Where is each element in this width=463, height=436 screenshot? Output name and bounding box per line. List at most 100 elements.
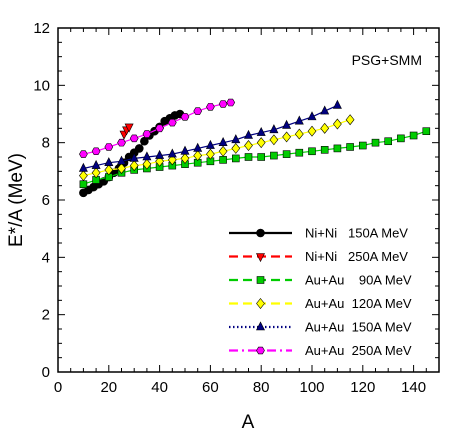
data-point <box>193 107 203 115</box>
data-point <box>140 136 149 146</box>
x-tick-label: 140 <box>401 379 426 396</box>
data-point <box>193 150 203 162</box>
data-point <box>307 111 317 121</box>
data-point <box>104 157 114 167</box>
data-point <box>78 162 88 172</box>
data-point <box>193 142 203 152</box>
data-point <box>308 147 316 156</box>
data-point <box>231 142 241 154</box>
legend-marker <box>256 276 265 284</box>
data-point <box>134 144 144 153</box>
tick-labels: 0 20 40 60 80 100 120 140 0 2 4 6 8 10 12 <box>33 20 426 396</box>
data-point <box>180 152 190 164</box>
data-point <box>244 129 253 139</box>
axis-ticks <box>57 27 440 373</box>
legend-item-6: Au+Au 250A MeV <box>229 343 412 358</box>
data-point <box>256 137 266 149</box>
data-point <box>155 149 165 159</box>
legend-label: Au+Au 250A MeV <box>305 343 412 358</box>
data-point <box>124 123 134 133</box>
data-point <box>117 155 126 165</box>
data-point <box>180 145 190 155</box>
data-point <box>270 151 278 160</box>
series-layer <box>78 98 431 198</box>
y-tick-label: 2 <box>42 307 50 324</box>
data-point <box>79 170 88 182</box>
data-point <box>397 134 405 143</box>
legend-label: Au+Au 90A MeV <box>305 273 412 288</box>
x-tick-label: 80 <box>253 379 270 396</box>
y-axis-title: E*/A (MeV) <box>6 153 27 247</box>
data-point <box>167 118 177 127</box>
y-tick-label: 0 <box>42 364 50 381</box>
data-point <box>422 127 431 135</box>
series-4 <box>79 114 355 182</box>
data-point <box>345 114 355 126</box>
data-point <box>104 143 114 151</box>
legend-marker <box>256 253 265 263</box>
data-point <box>91 147 101 156</box>
data-point <box>155 124 164 133</box>
data-point <box>129 134 139 143</box>
y-tick-label: 4 <box>42 249 50 266</box>
data-point <box>358 141 367 150</box>
data-point <box>307 125 317 137</box>
x-tick-label: 40 <box>151 379 168 396</box>
legend-item-4: Au+Au 120A MeV <box>229 296 412 311</box>
data-point <box>142 130 152 138</box>
legend-marker <box>256 346 265 355</box>
data-point <box>256 126 266 136</box>
legend-marker <box>256 228 265 238</box>
data-point <box>332 99 342 109</box>
data-point <box>244 153 253 161</box>
data-point <box>232 154 240 163</box>
legend-marker <box>256 321 265 331</box>
data-point <box>129 160 139 172</box>
legend: Ni+Ni 150A MeV Ni+Ni 250A MeV Au+Au 90A Me… <box>229 226 412 358</box>
data-point <box>79 180 88 189</box>
data-point <box>294 128 304 140</box>
data-point <box>282 119 292 129</box>
x-axis-title: A <box>242 412 255 433</box>
x-tick-label: 0 <box>54 379 62 396</box>
data-point <box>79 150 88 158</box>
series-line <box>83 119 351 177</box>
data-point <box>384 137 393 146</box>
data-point <box>295 148 304 157</box>
data-point <box>231 134 241 144</box>
data-point <box>320 105 330 115</box>
y-tick-label: 10 <box>33 77 50 94</box>
legend-item-1: Ni+Ni 150A MeV <box>229 226 408 241</box>
legend-label: Ni+Ni 150A MeV <box>305 226 408 241</box>
data-point <box>371 138 380 147</box>
legend-label: Au+Au 150A MeV <box>305 320 412 335</box>
data-point <box>226 98 236 107</box>
data-point <box>409 131 418 140</box>
data-point <box>142 151 152 161</box>
data-point <box>104 164 114 176</box>
data-point <box>282 150 291 158</box>
data-point <box>180 113 190 121</box>
data-point <box>91 159 101 169</box>
legend-item-3: Au+Au 90A MeV <box>229 273 412 288</box>
data-point <box>206 148 215 160</box>
data-point <box>269 134 279 146</box>
data-point <box>142 158 152 170</box>
data-point <box>320 146 329 154</box>
legend-item-5: Au+Au 150A MeV <box>229 320 412 335</box>
data-point <box>206 103 215 111</box>
legend-marker <box>256 298 265 309</box>
legend-label: Au+Au 120A MeV <box>305 296 412 311</box>
data-point <box>218 145 228 157</box>
y-tick-label: 6 <box>42 192 50 209</box>
annotation-label: PSG+SMM <box>352 52 422 68</box>
series-2 <box>119 123 134 140</box>
y-tick-label: 12 <box>33 20 50 37</box>
plot-area <box>57 27 440 373</box>
legend-item-2: Ni+Ni 250A MeV <box>229 249 408 264</box>
data-point <box>205 139 215 149</box>
x-tick-label: 100 <box>299 379 324 396</box>
data-point <box>117 138 126 147</box>
data-point <box>244 140 253 152</box>
data-point <box>294 115 304 125</box>
